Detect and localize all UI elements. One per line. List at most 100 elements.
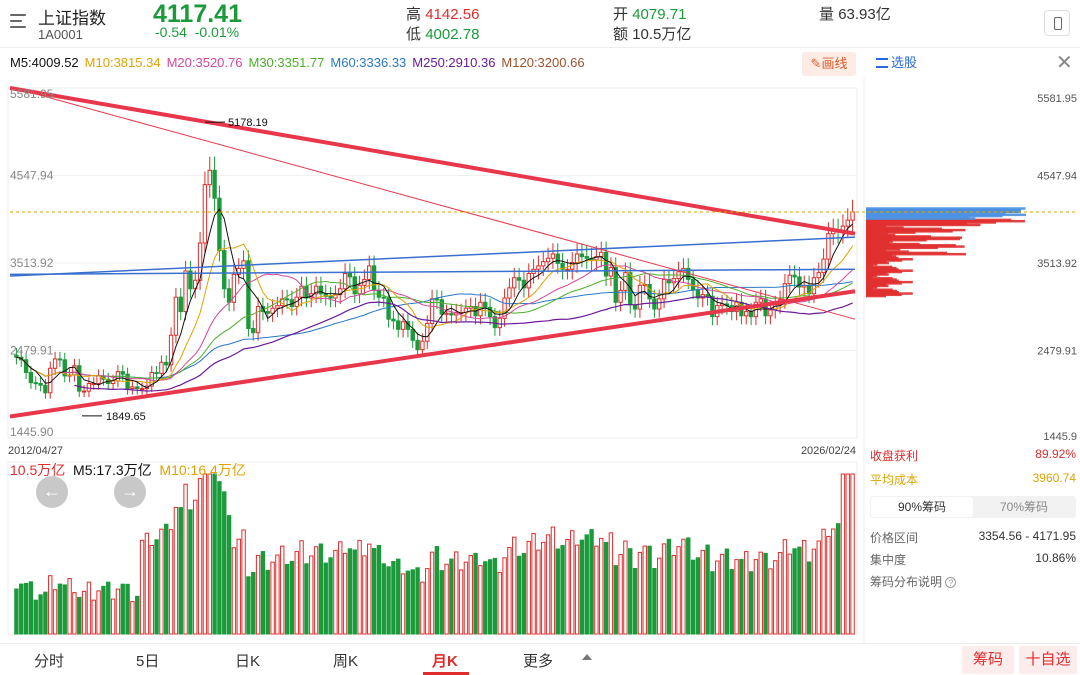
chips-button[interactable]: 筹码 xyxy=(962,646,1014,674)
tab-70[interactable]: 70%筹码 xyxy=(999,500,1049,514)
volume-bar xyxy=(632,567,638,635)
chip-bar xyxy=(866,226,904,229)
open-label: 开 xyxy=(613,6,629,23)
volume-bar xyxy=(260,551,266,635)
chip-bar xyxy=(866,236,963,239)
index-name[interactable]: 上证指数 xyxy=(38,9,106,28)
volume-bar xyxy=(802,539,807,635)
volume-m10: M10:16.4万亿 xyxy=(159,462,246,478)
kline-chart[interactable]: 5581.95 5581.95 4547.94 4547.94 3513.92 3513.… xyxy=(0,78,1080,643)
volume-bar xyxy=(729,569,734,635)
arrow-up-icon[interactable] xyxy=(582,654,592,660)
tab-more[interactable]: 更多 xyxy=(523,653,554,670)
volume-bar xyxy=(710,571,715,635)
volume-bar xyxy=(323,562,328,635)
chip-bar xyxy=(866,222,968,225)
lower-trendline xyxy=(9,289,856,419)
volume-bar xyxy=(816,540,821,635)
candle-body xyxy=(661,278,667,300)
volume-bar xyxy=(57,583,63,635)
volume-m5: M5:17.3万亿 xyxy=(73,462,152,478)
menu-icon[interactable] xyxy=(10,14,30,28)
tab-90[interactable]: 90%筹码 xyxy=(871,497,973,517)
volume-bar xyxy=(371,548,377,635)
volume-bar xyxy=(748,571,754,635)
chip-bar xyxy=(866,233,896,237)
arrow-left-icon[interactable]: ← xyxy=(36,476,68,508)
tab-intraday[interactable]: 分时 xyxy=(34,653,65,670)
volume-bar xyxy=(284,564,290,635)
candle-body xyxy=(270,307,275,314)
arrow-right-icon[interactable]: → xyxy=(114,476,146,508)
volume-bar xyxy=(719,553,725,635)
volume-bar xyxy=(439,570,444,635)
volume-bar xyxy=(43,591,48,635)
tab-monthly[interactable]: 月K xyxy=(432,653,458,670)
volume-bar xyxy=(473,552,478,635)
volume-bar xyxy=(483,561,488,635)
chip-distribution xyxy=(866,207,1026,298)
candle-body xyxy=(396,320,401,330)
volume-bar xyxy=(38,594,43,635)
candle-body xyxy=(758,298,763,303)
chip-bar xyxy=(866,254,893,257)
low-annotation: 1849.65 xyxy=(106,411,146,423)
amount-stat: 额 10.5万亿 xyxy=(613,23,691,44)
candle-body xyxy=(821,258,826,274)
candle-body xyxy=(33,382,38,385)
chip-bar xyxy=(866,279,899,283)
range-label: 价格区间 xyxy=(870,531,919,545)
chip-bar xyxy=(866,238,927,242)
volume-bar xyxy=(429,551,435,635)
candle-body xyxy=(376,289,382,298)
volume-bar xyxy=(197,477,203,635)
volume-bar xyxy=(367,543,372,635)
tab-5day[interactable]: 5日 xyxy=(136,653,160,670)
chip-bar xyxy=(866,251,948,255)
volume-bar xyxy=(840,473,846,635)
quote-header: 上证指数 1A0001 4117.41 -0.54 -0.01% 高 4142.… xyxy=(0,0,1080,48)
chip-bar xyxy=(866,273,889,276)
candle-body xyxy=(599,251,604,258)
candle-body xyxy=(744,311,749,317)
tab-daily[interactable]: 日K xyxy=(235,653,261,670)
volume-bar xyxy=(309,555,314,635)
explain-row[interactable]: 筹码分布说明 ? xyxy=(870,573,1076,590)
volume-bar xyxy=(149,544,154,635)
volume-bar xyxy=(715,560,720,635)
close-icon[interactable]: ✕ xyxy=(1056,52,1073,74)
ma20-line xyxy=(16,264,853,382)
volume-bar xyxy=(661,543,667,635)
current-price: 4117.41 xyxy=(153,0,242,28)
phone-icon[interactable] xyxy=(1044,10,1070,36)
list-icon xyxy=(876,58,888,68)
volume-bar xyxy=(550,526,556,635)
volume-bar xyxy=(328,557,333,635)
volume-bar xyxy=(777,552,783,635)
candle-body xyxy=(439,299,444,315)
volume-bar xyxy=(734,559,739,635)
help-icon[interactable]: ? xyxy=(945,577,957,588)
price-label-right: 3513.92 xyxy=(1037,258,1077,270)
volume-bar xyxy=(671,555,676,635)
chip-bar xyxy=(866,232,888,236)
candle-body xyxy=(502,297,507,319)
range-row: 价格区间 3354.56 - 4171.95 xyxy=(870,529,1076,546)
stock-pick-button[interactable]: 选股 xyxy=(876,52,917,71)
candle-body xyxy=(188,270,193,290)
candle-body xyxy=(415,339,420,351)
volume-bar xyxy=(67,578,72,635)
volume-legend: 10.5万亿 M5:17.3万亿 M10:16.4万亿 xyxy=(10,460,246,480)
candle-body xyxy=(159,361,164,374)
chip-bar xyxy=(866,231,916,234)
candle-body xyxy=(318,285,324,295)
tab-weekly[interactable]: 周K xyxy=(333,653,359,670)
candle-body xyxy=(371,265,377,291)
candle-body xyxy=(410,328,415,341)
add-watchlist-button[interactable]: 十自选 xyxy=(1019,646,1077,674)
chip-bar xyxy=(866,282,902,285)
volume-bar xyxy=(400,573,406,635)
volume-bar xyxy=(744,551,749,635)
draw-line-button[interactable]: ✎画线 xyxy=(802,52,856,76)
high-annotation: 5178.19 xyxy=(228,117,268,129)
